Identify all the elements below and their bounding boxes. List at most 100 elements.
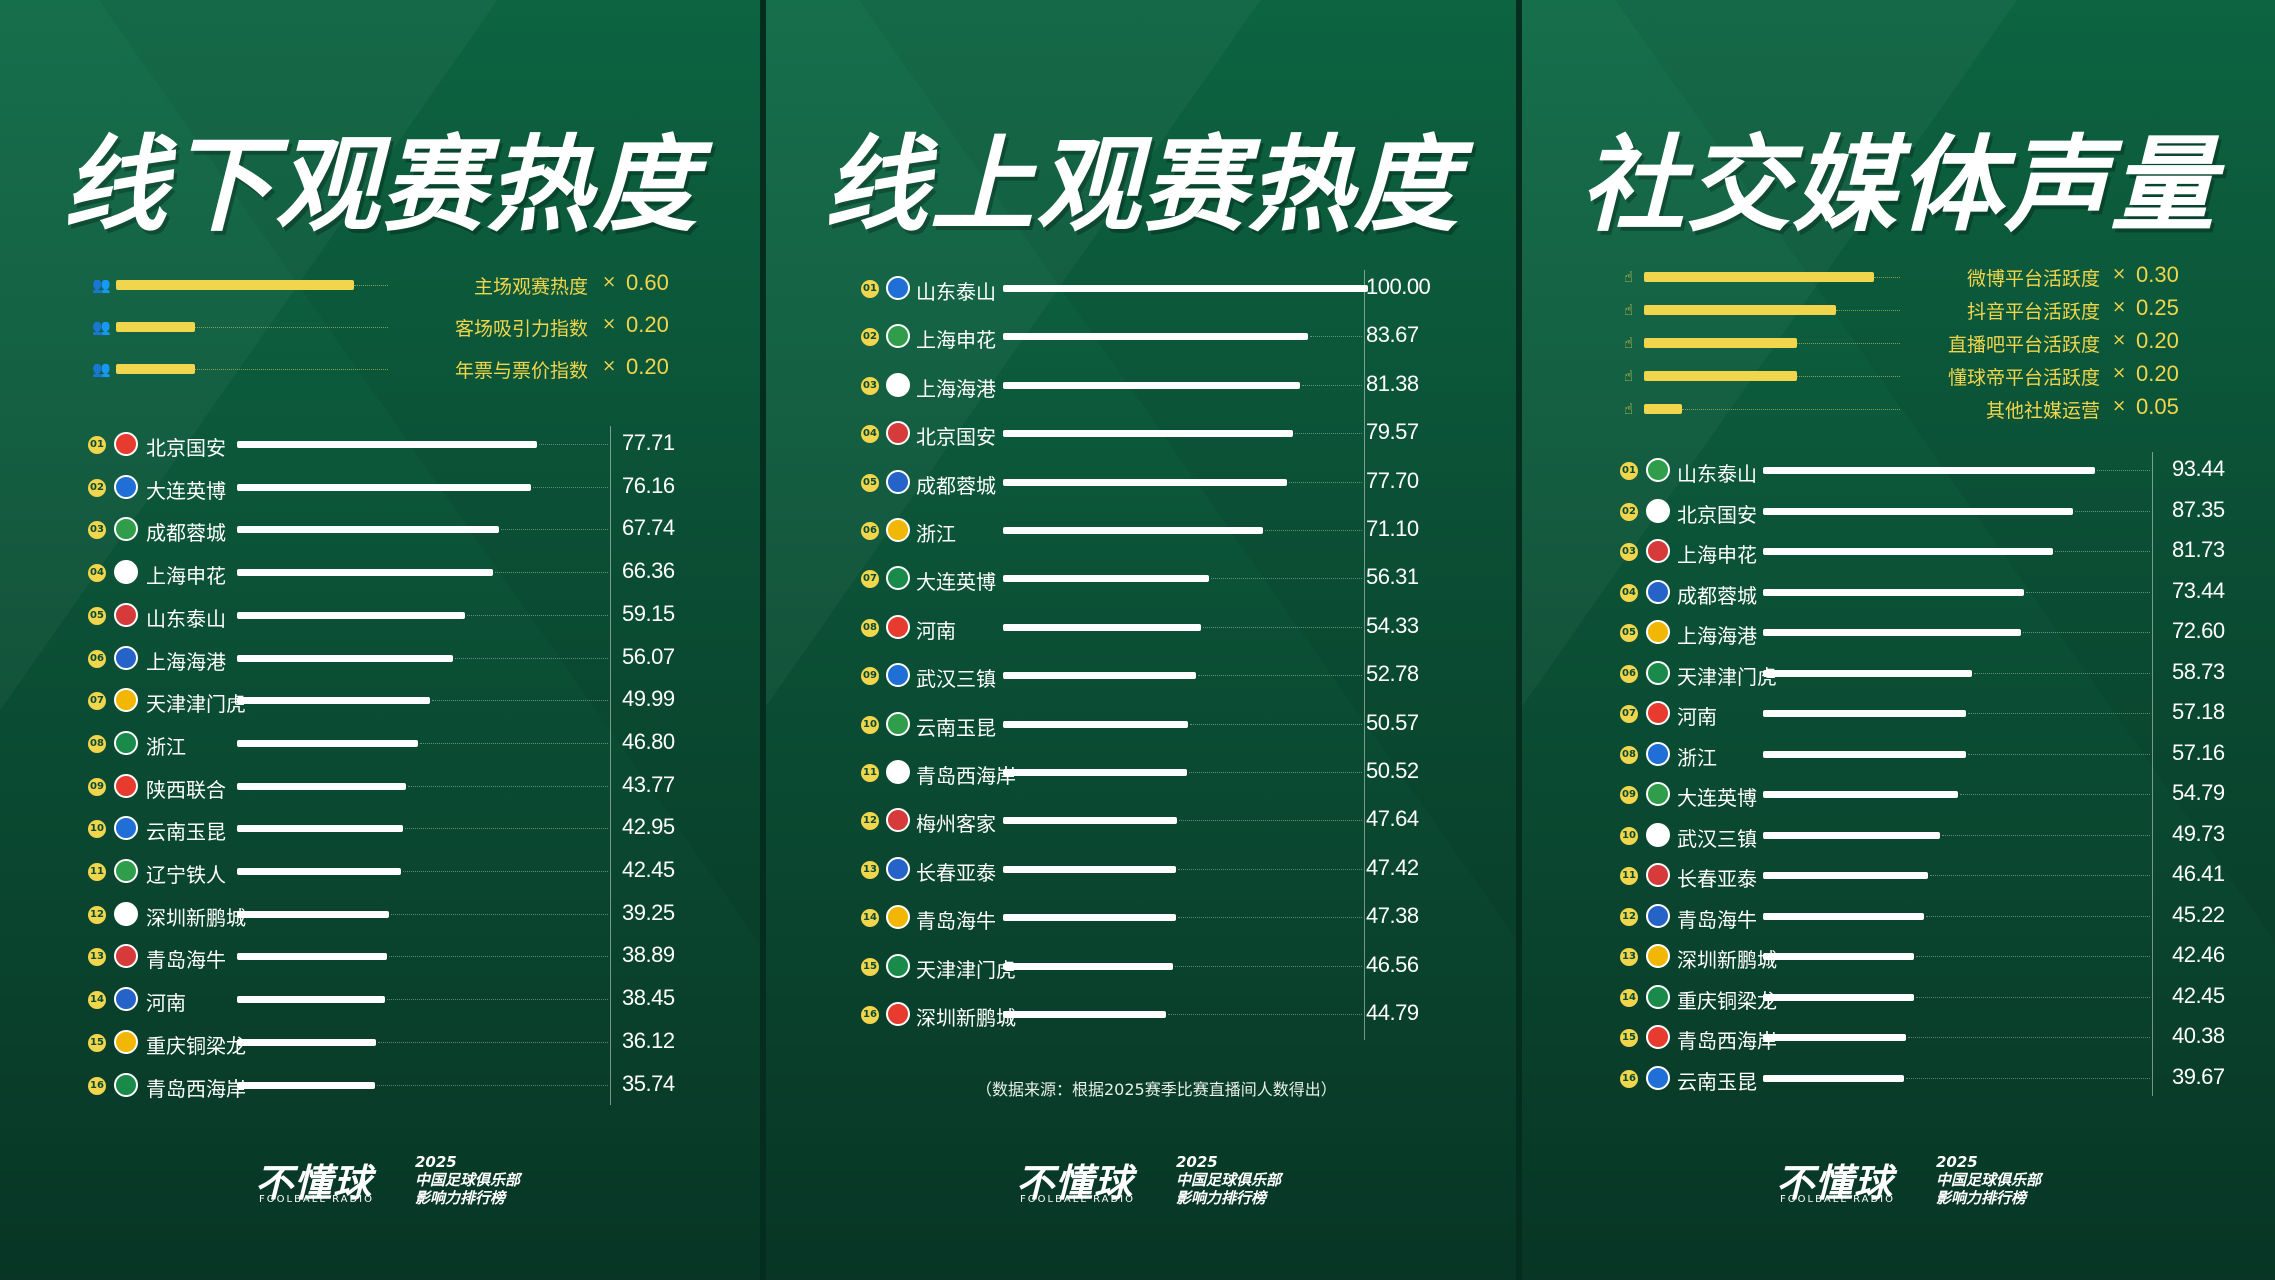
factor-label: 抖音平台活跃度 <box>1966 301 2100 323</box>
ranking-row: 15 重庆铜梁龙 36.12 <box>0 1022 762 1062</box>
team-name: 大连英博 <box>146 478 226 503</box>
value-label: 54.33 <box>1366 612 1419 638</box>
team-logo-icon <box>1646 660 1670 685</box>
guide-dots <box>539 444 608 445</box>
value-label: 71.10 <box>1366 516 1419 541</box>
value-label: 38.89 <box>622 942 675 968</box>
guide-dots <box>533 486 608 488</box>
value-label: 50.57 <box>1366 709 1419 735</box>
guide-dots <box>1310 336 1362 338</box>
value-label: 57.18 <box>2172 699 2225 724</box>
guide-dots <box>1178 820 1362 822</box>
value-label: 45.22 <box>2172 901 2225 927</box>
team-name: 天津津门虎 <box>1677 664 1777 689</box>
guide-dots <box>2075 510 2150 512</box>
value-bar <box>237 611 466 619</box>
online-heat-panel: 线上观赛热度 01 山东泰山 100.00 02 上海申花 83.67 03 上海海港 81.3… <box>766 0 1518 1280</box>
guide-dots <box>1959 794 2150 795</box>
team-name: 河南 <box>916 618 956 643</box>
rank-badge: 12 <box>1620 907 1638 926</box>
ranking-row: 01 山东泰山 93.44 <box>1522 450 2275 490</box>
footer-line-1: 中国足球俱乐部 <box>1176 1171 1282 1189</box>
rank-badge: 14 <box>88 991 106 1010</box>
team-logo-icon <box>886 372 910 397</box>
value-label: 46.41 <box>2172 861 2225 886</box>
team-name: 青岛西海岸 <box>1677 1029 1777 1053</box>
team-logo-icon <box>1646 741 1670 766</box>
team-name: 青岛海牛 <box>1677 907 1757 932</box>
team-logo-icon <box>1646 863 1670 887</box>
value-label: 87.35 <box>2172 496 2225 522</box>
guide-dots <box>495 572 608 574</box>
team-logo-icon <box>1646 498 1670 523</box>
team-logo-icon <box>1646 782 1670 806</box>
factor-guide-line <box>1797 343 1900 344</box>
team-name: 长春亚泰 <box>1677 867 1757 891</box>
rank-badge: 09 <box>1620 786 1638 804</box>
value-label: 39.67 <box>2172 1063 2225 1089</box>
guide-dots <box>1210 578 1362 580</box>
rank-badge: 16 <box>88 1076 106 1095</box>
factor-label: 年票与票价指数 <box>454 360 588 382</box>
guide-dots <box>1905 1077 2150 1079</box>
ranking-row: 04 北京国安 79.57 <box>766 413 1518 453</box>
ranking-row: 12 青岛海牛 45.22 <box>1522 896 2275 936</box>
value-label: 42.46 <box>2172 942 2225 967</box>
team-logo-icon <box>114 645 138 670</box>
ranking-row: 09 陕西联合 43.77 <box>0 766 762 806</box>
guide-dots <box>455 657 608 659</box>
team-logo-icon <box>114 987 138 1012</box>
guide-dots <box>407 785 608 787</box>
ranking-row: 06 浙江 71.10 <box>766 510 1518 550</box>
ranking-row: 09 大连英博 54.79 <box>1522 774 2275 814</box>
brand-subtitle: FOOLBALL RADIO <box>259 1194 374 1205</box>
rank-badge: 07 <box>861 570 879 589</box>
team-name: 深圳新鹏城 <box>1677 948 1777 972</box>
ranking-row: 07 大连英博 56.31 <box>766 558 1518 598</box>
team-name: 天津津门虎 <box>916 957 1016 982</box>
hand-icon: ☝ <box>1624 301 1634 319</box>
guide-dots <box>2022 632 2150 633</box>
times-sign: × <box>602 314 617 334</box>
rank-badge: 09 <box>88 777 106 796</box>
value-axis-line <box>1364 270 1365 1041</box>
rank-badge: 08 <box>88 734 106 753</box>
guide-dots <box>1908 1037 2150 1038</box>
hand-icon: ☝ <box>1624 334 1634 352</box>
hand-icon: ☝ <box>1624 268 1634 286</box>
rank-badge: 10 <box>1620 826 1638 845</box>
footer-line-2: 影响力排行榜 <box>415 1189 506 1207</box>
ranking-row: 13 长春亚泰 47.42 <box>766 849 1518 889</box>
footer-line-1: 中国足球俱乐部 <box>1936 1171 2042 1189</box>
value-bar <box>1763 872 1928 879</box>
user-icon: 👥 <box>92 276 111 294</box>
team-name: 山东泰山 <box>1677 462 1757 486</box>
rank-badge: 06 <box>861 522 879 540</box>
value-label: 83.67 <box>1366 322 1419 348</box>
value-bar <box>1003 381 1301 389</box>
rank-badge: 03 <box>1620 543 1638 561</box>
rank-badge: 02 <box>1620 502 1638 521</box>
rank-badge: 12 <box>88 905 106 924</box>
guide-dots <box>1929 875 2150 876</box>
times-sign: × <box>2112 330 2127 350</box>
guide-dots <box>1189 723 1362 725</box>
factor-row: 👥 年票与票价指数 × 0.20 <box>0 352 762 386</box>
rank-badge: 05 <box>88 606 106 625</box>
value-bar <box>1003 478 1287 486</box>
value-label: 54.79 <box>2172 780 2225 805</box>
factor-row: ☝ 其他社媒运营 × 0.05 <box>1522 392 2275 426</box>
team-name: 深圳新鹏城 <box>916 1006 1016 1030</box>
rank-badge: 04 <box>1620 583 1638 602</box>
rank-badge: 10 <box>88 820 106 839</box>
team-name: 青岛海牛 <box>916 909 996 934</box>
ranking-row: 02 上海申花 83.67 <box>766 316 1518 356</box>
value-bar <box>237 953 388 961</box>
team-logo-icon <box>886 711 910 736</box>
value-label: 39.25 <box>622 899 675 925</box>
value-label: 52.78 <box>1366 661 1419 687</box>
value-label: 56.31 <box>1366 564 1419 590</box>
ranking-row: 02 北京国安 87.35 <box>1522 491 2275 531</box>
factor-weight-bar <box>116 322 196 332</box>
rank-badge: 04 <box>88 564 106 583</box>
